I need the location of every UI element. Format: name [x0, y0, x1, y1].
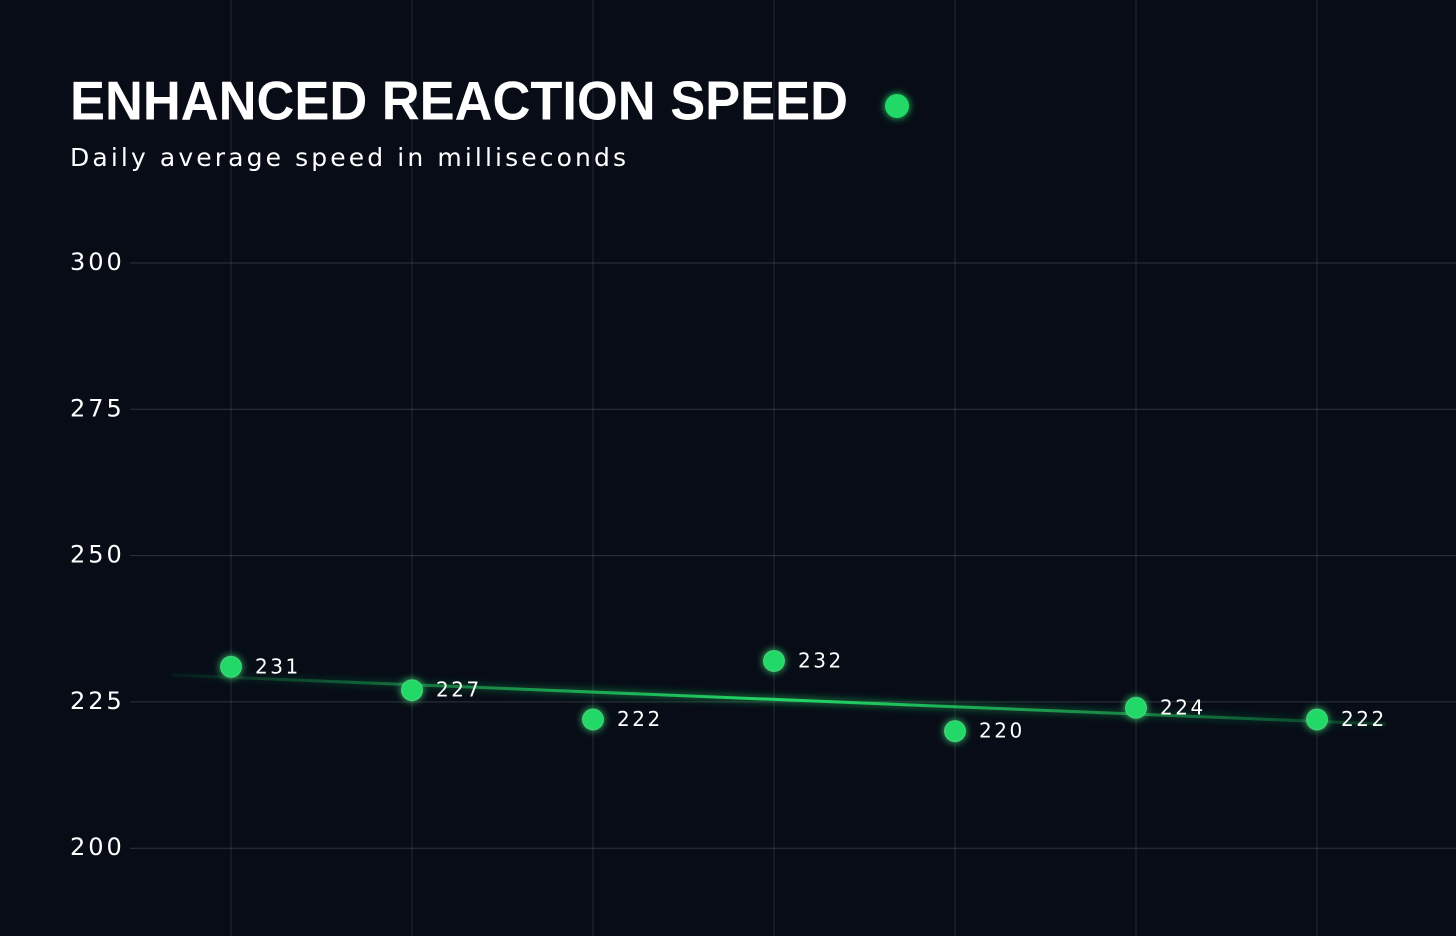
- value-label: 224: [1160, 695, 1206, 719]
- data-point: [944, 720, 966, 743]
- value-label: 220: [979, 719, 1025, 743]
- y-tick-label: 275: [70, 394, 125, 422]
- y-tick-label: 250: [70, 541, 125, 569]
- value-label: 227: [436, 678, 482, 702]
- data-point: [582, 708, 604, 731]
- value-label: 231: [255, 654, 301, 678]
- y-tick-label: 300: [70, 248, 125, 276]
- value-label: 222: [1341, 707, 1387, 731]
- data-point: [1125, 696, 1147, 719]
- trend-line: [171, 673, 1386, 726]
- y-tick-label: 200: [70, 833, 125, 861]
- legend-dot: [885, 94, 909, 118]
- value-label: 222: [617, 707, 663, 731]
- y-tick-label: 225: [70, 687, 125, 715]
- data-point: [763, 649, 785, 672]
- value-label: 232: [798, 648, 844, 672]
- data-point: [220, 655, 242, 678]
- data-point: [401, 679, 423, 702]
- grid: [130, 0, 1456, 936]
- chart-title: ENHANCED REACTION SPEED: [70, 70, 848, 132]
- chart-subtitle: Daily average speed in milliseconds: [70, 143, 626, 172]
- data-point: [1306, 708, 1328, 731]
